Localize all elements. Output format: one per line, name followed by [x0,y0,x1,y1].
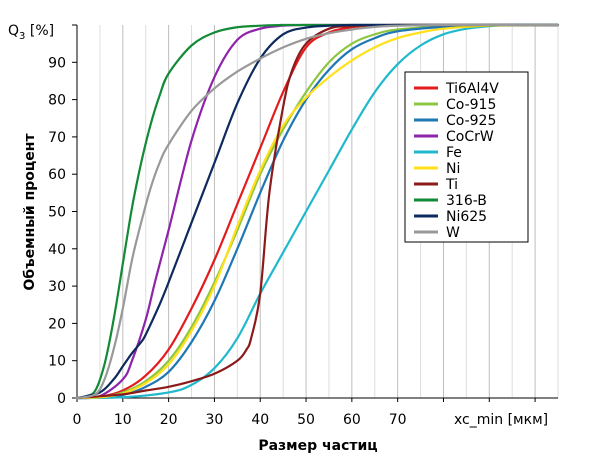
y-axis-q-subscript: 3 [19,31,25,42]
x-tick-label: 70 [389,412,407,428]
legend-entry: Ti6Al4V [445,81,499,97]
series-line-316-b [75,23,560,400]
legend-entry: Ni625 [446,209,487,225]
y-tick-label: 0 [57,391,66,407]
y-tick-label: 30 [48,279,66,295]
y-tick-label: 60 [48,167,66,183]
y-axis-percent: [%] [25,23,54,39]
y-axis-q: Q [8,23,19,39]
legend-entry: Co-915 [446,97,496,113]
y-tick-label: 10 [48,354,66,370]
series-line-ti [75,23,560,400]
y-tick-label: 90 [48,55,66,71]
series-line-fe [75,23,560,400]
x-tick-labels: 0 10 20 30 40 50 60 70 [73,412,407,428]
series-line-co-915 [75,23,560,400]
legend-entry: Co-925 [446,113,496,129]
y-axis-title: Объемный процент [22,133,38,291]
x-tick-label: 60 [343,412,361,428]
x-axis-title: Размер частиц [258,438,377,454]
series-lines [75,23,560,400]
legend: Ti6Al4VCo-915Co-925CoCrWFeNiTi316-BNi625… [404,71,529,243]
x-tick-label: 20 [160,412,178,428]
legend-box [404,71,529,243]
x-tick-label: 0 [73,412,82,428]
legend-entry: Fe [446,145,462,161]
svg-text:Q3 [%]: Q3 [%] [8,23,54,42]
series-line-ni625 [75,23,560,400]
legend-entry: Ni [446,161,460,177]
x-tick-label: 30 [206,412,224,428]
y-axis-unit-label: Q3 [%] [8,23,54,42]
axes [72,24,558,402]
legend-entry: Ti [445,177,458,193]
x-tick-label: 40 [251,412,269,428]
y-tick-label: 20 [48,316,66,332]
x-unit-label: xc_min [мкм] [454,412,548,428]
legend-entry: 316-B [446,193,487,209]
y-tick-label: 50 [48,205,66,221]
y-tick-labels: 0 10 20 30 40 50 60 70 80 90 [48,55,66,407]
y-tick-label: 40 [48,242,66,258]
y-tick-label: 80 [48,93,66,109]
y-tick-label: 70 [48,130,66,146]
legend-entry: W [446,225,460,241]
legend-entry: CoCrW [446,129,494,145]
x-tick-label: 10 [114,412,132,428]
series-line-w [75,23,560,400]
series-line-ni [75,23,560,400]
x-tick-label: 50 [297,412,315,428]
